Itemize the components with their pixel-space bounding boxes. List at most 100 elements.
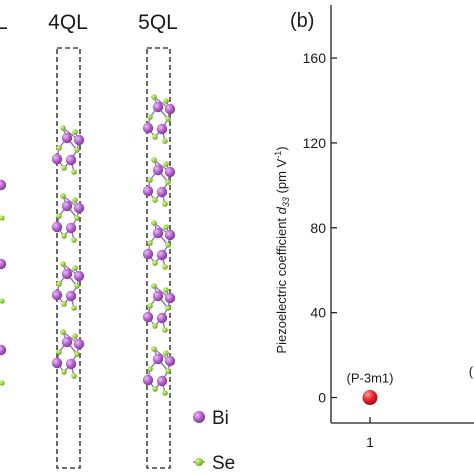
y-tick-label: 0 [318, 390, 326, 406]
se-atom [165, 305, 171, 311]
quintuple-layer [51, 125, 85, 175]
se-atom [71, 237, 77, 243]
se-atom [162, 201, 168, 207]
legend-se-label: Se [212, 453, 235, 474]
bi-atom [51, 153, 63, 165]
bi-atom [164, 229, 176, 241]
bi-atom [65, 154, 77, 166]
se-atom [60, 329, 66, 335]
bi-atom [156, 375, 168, 387]
se-atom [152, 197, 158, 203]
se-atom [147, 240, 153, 246]
se-atom [56, 349, 62, 355]
se-atom [162, 138, 168, 144]
se-atom [74, 283, 80, 289]
bi-atom [156, 123, 168, 135]
data-point [362, 390, 378, 406]
bi-atom [152, 164, 164, 176]
se-atom [152, 134, 158, 140]
se-atom [74, 215, 80, 221]
se-atom [61, 233, 67, 239]
bi-atom [164, 292, 176, 304]
bi-atom [73, 134, 85, 146]
se-atom [152, 260, 158, 266]
se-atom [151, 157, 157, 163]
bi-atom [152, 353, 164, 365]
se-atom [61, 369, 67, 375]
se-atom [162, 264, 168, 270]
bi-atom [51, 357, 63, 369]
bi-atom [61, 200, 73, 212]
y-axis-label: Piezoelectric coefficient d33 (pm V-1) [273, 146, 291, 353]
bi-atom [61, 132, 73, 144]
bi-atom [0, 179, 7, 191]
panel-b-label: (b) [290, 10, 314, 32]
se-atom [147, 114, 153, 120]
data-points: (P-3m1) (P3m1) [347, 364, 474, 406]
se-atom [74, 351, 80, 357]
se-atom [163, 287, 169, 293]
partial-column-label: L [0, 11, 8, 34]
se-atom [151, 283, 157, 289]
se-atom [61, 165, 67, 171]
bi-atom [142, 311, 154, 323]
se-atom [72, 197, 78, 203]
bi-atom [142, 374, 154, 386]
se-atom [0, 298, 5, 304]
bi-atom [73, 338, 85, 350]
se-atom [71, 373, 77, 379]
y-tick-label: 160 [303, 50, 327, 66]
se-atom [56, 281, 62, 287]
bi-atom [156, 312, 168, 324]
quintuple-layer [51, 261, 85, 311]
se-atom [163, 98, 169, 104]
se-atom [72, 129, 78, 135]
point-label: (P3m1) [469, 364, 474, 379]
se-atom [162, 327, 168, 333]
se-atom [151, 346, 157, 352]
bi-atom [65, 358, 77, 370]
structure-panel: L 4QL 5QL Bi Se [0, 11, 235, 474]
se-atom [0, 215, 5, 221]
se-atom [152, 323, 158, 329]
se-atom [151, 94, 157, 100]
y-tick-label: 120 [303, 135, 327, 151]
se-atom [147, 177, 153, 183]
se-atom [162, 390, 168, 396]
se-atom [56, 145, 62, 151]
se-atom [60, 125, 66, 131]
y-ticks: 0 40 80 120 160 [303, 50, 337, 406]
se-atom [147, 303, 153, 309]
se-atom [60, 193, 66, 199]
legend-se-swatch [195, 458, 203, 466]
bi-atom [152, 290, 164, 302]
x-ticks: 12 [366, 417, 374, 450]
se-atom [165, 242, 171, 248]
x-tick-label: 1 [366, 434, 374, 450]
se-atom [163, 350, 169, 356]
se-atom [72, 265, 78, 271]
quintuple-layer [142, 346, 176, 396]
se-atom [71, 305, 77, 311]
quintuple-layer [142, 220, 176, 270]
column-label-4ql: 4QL [48, 11, 88, 34]
se-atom [152, 386, 158, 392]
bi-atom [142, 248, 154, 260]
legend-bi-label: Bi [212, 408, 229, 429]
quintuple-layer [51, 193, 85, 243]
se-atom [163, 224, 169, 230]
bi-atom [51, 289, 63, 301]
bi-atom [0, 344, 7, 356]
se-atom [56, 213, 62, 219]
se-atom [61, 301, 67, 307]
bi-atom [156, 186, 168, 198]
unit-cell-frame-4ql [56, 47, 81, 469]
legend-bi-swatch [193, 411, 205, 423]
bi-atom [73, 270, 85, 282]
bi-atom [164, 355, 176, 367]
bi-atom [51, 221, 63, 233]
se-atom [165, 116, 171, 122]
bi-atom [61, 268, 73, 280]
bi-atom [61, 336, 73, 348]
se-atom [74, 147, 80, 153]
